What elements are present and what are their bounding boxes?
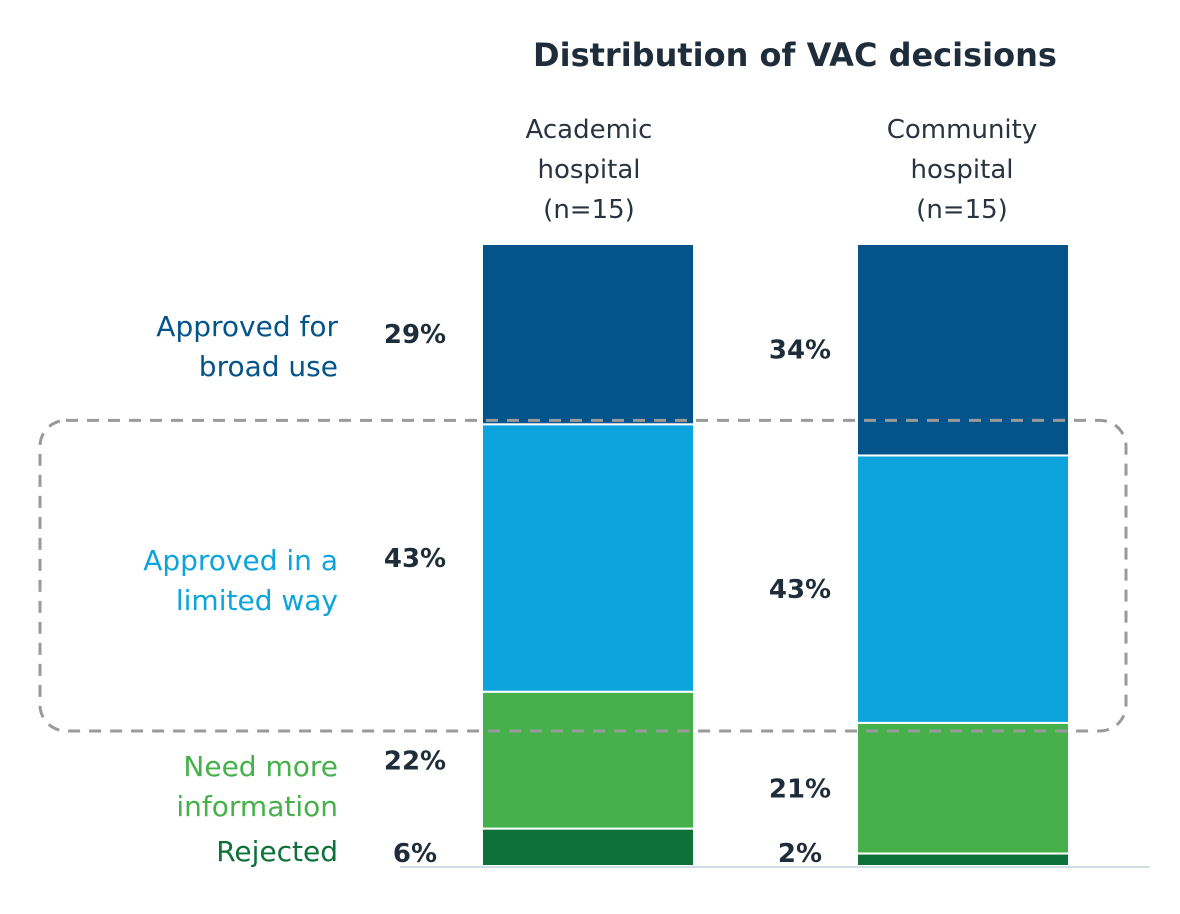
bar-segment	[856, 454, 1070, 724]
bar-segment	[481, 827, 695, 867]
bars-layer	[400, 243, 1150, 868]
column-label: Academic	[526, 115, 653, 145]
bar-segment	[481, 243, 695, 426]
data-label: 22%	[384, 746, 446, 776]
chart-title: Distribution of VAC decisions	[533, 36, 1057, 74]
bar-segment	[856, 243, 1070, 457]
bar-segment	[481, 690, 695, 830]
data-label: 43%	[769, 575, 831, 605]
data-label: 21%	[769, 774, 831, 804]
column-label: hospital	[537, 155, 640, 185]
bar-segment	[856, 852, 1070, 867]
series-label: Need more	[183, 750, 338, 783]
column-label: hospital	[910, 155, 1013, 185]
series-label: Rejected	[216, 835, 338, 868]
highlight-layer	[38, 418, 1128, 733]
highlight-box	[38, 418, 1128, 733]
series-label: limited way	[176, 584, 338, 617]
data-label: 29%	[384, 320, 446, 350]
series-label: broad use	[199, 350, 338, 383]
column-label: (n=15)	[916, 195, 1008, 225]
text-layer: Distribution of VAC decisions Academic ho…	[143, 36, 1057, 869]
series-label: Approved for	[156, 310, 338, 343]
data-label: 6%	[393, 839, 437, 869]
bar-segment	[856, 721, 1070, 855]
data-label: 2%	[778, 839, 822, 869]
bar-segment	[481, 423, 695, 693]
data-label: 34%	[769, 336, 831, 366]
column-label: Community	[887, 115, 1037, 145]
series-label: Approved in a	[143, 544, 338, 577]
data-label: 43%	[384, 544, 446, 574]
column-label: (n=15)	[543, 195, 635, 225]
series-label: information	[176, 790, 338, 823]
